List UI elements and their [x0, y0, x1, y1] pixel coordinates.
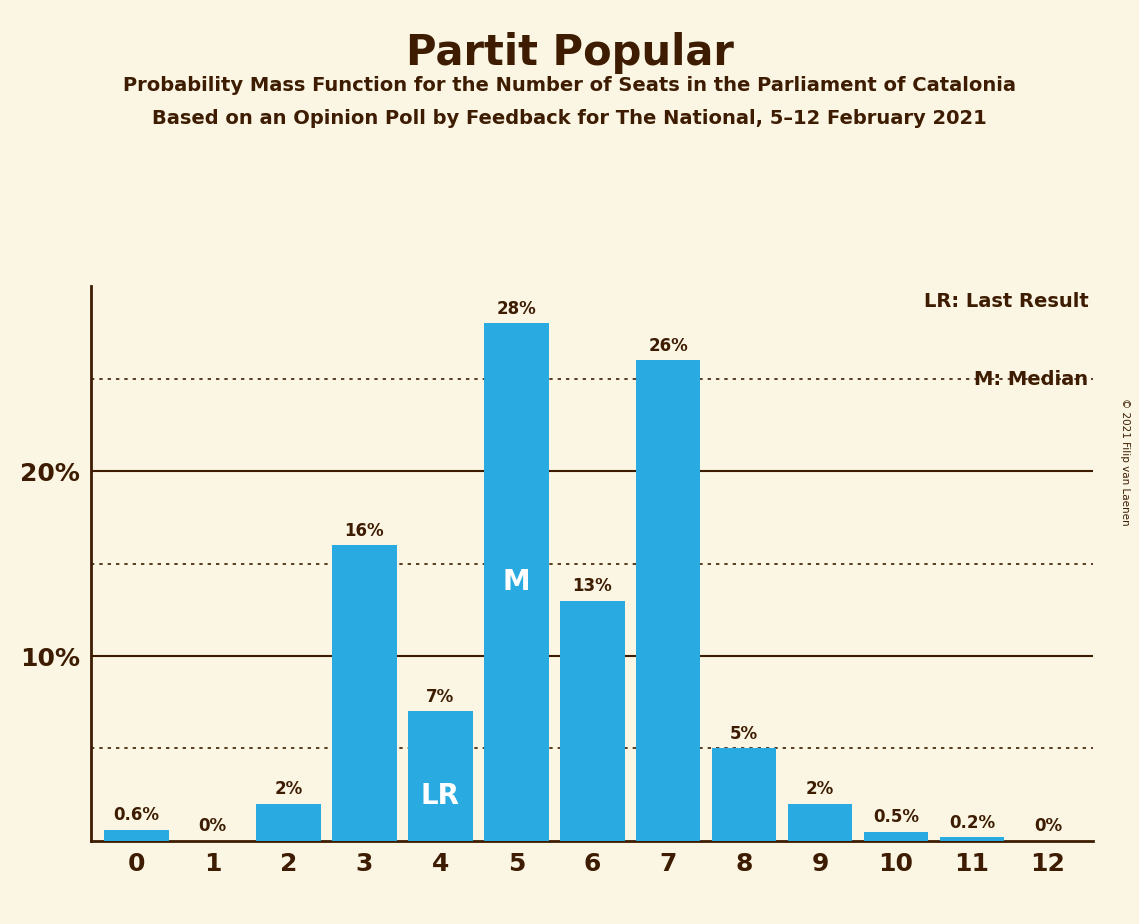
Text: 5%: 5% [730, 725, 759, 743]
Text: Based on an Opinion Poll by Feedback for The National, 5–12 February 2021: Based on an Opinion Poll by Feedback for… [153, 109, 986, 128]
Bar [788, 804, 852, 841]
Bar [940, 837, 1005, 841]
Text: 7%: 7% [426, 688, 454, 706]
Text: 0.6%: 0.6% [114, 807, 159, 824]
Bar [408, 711, 473, 841]
Text: 2%: 2% [806, 781, 834, 798]
Bar [636, 360, 700, 841]
Text: 0%: 0% [198, 818, 227, 835]
Text: 28%: 28% [497, 300, 536, 318]
Text: Partit Popular: Partit Popular [405, 32, 734, 74]
Text: LR: LR [421, 782, 460, 809]
Text: 13%: 13% [573, 578, 612, 595]
Text: M: Median: M: Median [974, 370, 1089, 389]
Bar [712, 748, 777, 841]
Bar [105, 830, 169, 841]
Text: Probability Mass Function for the Number of Seats in the Parliament of Catalonia: Probability Mass Function for the Number… [123, 76, 1016, 95]
Bar [484, 323, 549, 841]
Text: 0%: 0% [1034, 818, 1062, 835]
Text: 16%: 16% [345, 522, 384, 540]
Text: M: M [502, 568, 530, 596]
Text: 26%: 26% [648, 337, 688, 355]
Text: 0.2%: 0.2% [949, 814, 995, 832]
Text: LR: Last Result: LR: Last Result [924, 292, 1089, 311]
Bar [560, 601, 624, 841]
Text: 2%: 2% [274, 781, 303, 798]
Text: © 2021 Filip van Laenen: © 2021 Filip van Laenen [1120, 398, 1130, 526]
Bar [863, 832, 928, 841]
Bar [333, 545, 396, 841]
Bar [256, 804, 321, 841]
Text: 0.5%: 0.5% [872, 808, 919, 826]
